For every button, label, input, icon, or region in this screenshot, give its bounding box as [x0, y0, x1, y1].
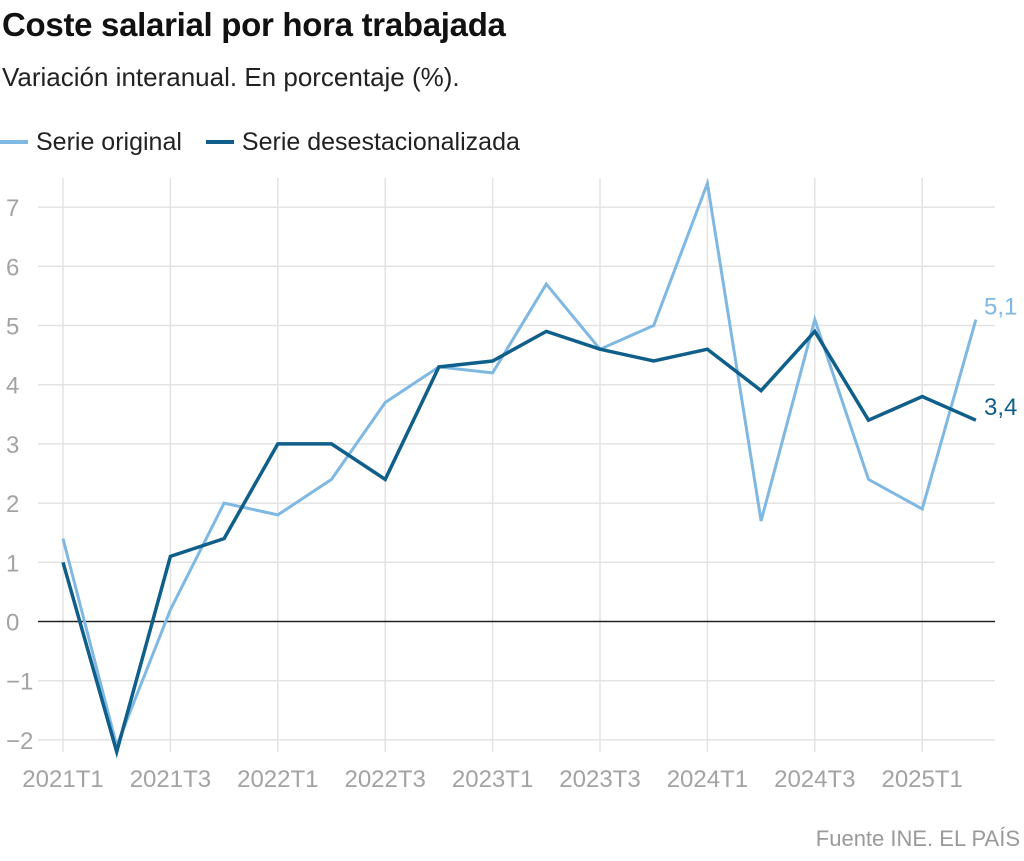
data-point-original	[383, 400, 387, 404]
y-tick-label: 1	[6, 550, 19, 577]
data-point-original	[705, 181, 709, 185]
data-point-original	[759, 519, 763, 523]
data-point-desestacionalizada	[544, 329, 548, 333]
y-tick-label: 7	[6, 195, 19, 222]
legend-label-original: Serie original	[36, 127, 182, 156]
data-point-original	[813, 318, 817, 322]
data-point-original	[652, 324, 656, 328]
legend-item-desestacionalizada: Serie desestacionalizada	[205, 127, 520, 157]
data-point-desestacionalizada	[383, 477, 387, 481]
y-tick-label: 3	[6, 432, 19, 459]
y-tick-label: 2	[6, 491, 19, 518]
data-point-desestacionalizada	[330, 442, 334, 446]
data-point-original	[61, 537, 65, 541]
data-point-desestacionalizada	[115, 750, 119, 754]
y-tick-label: 6	[6, 254, 19, 281]
data-point-desestacionalizada	[168, 554, 172, 558]
data-point-original	[276, 513, 280, 517]
data-point-desestacionalizada	[759, 389, 763, 393]
x-tick-label: 2022T3	[344, 766, 425, 793]
y-tick-label: 4	[6, 373, 19, 400]
end-label-original: 5,1	[984, 294, 1017, 321]
data-point-desestacionalizada	[276, 442, 280, 446]
data-point-original	[920, 507, 924, 511]
legend-label-desestacionalizada: Serie desestacionalizada	[241, 127, 520, 156]
y-tick-label: 5	[6, 314, 19, 341]
data-point-original	[330, 477, 334, 481]
legend-item-original: Serie original	[0, 128, 182, 157]
x-tick-label: 2023T3	[559, 766, 640, 793]
data-point-desestacionalizada	[705, 347, 709, 351]
source-note: Fuente INE. EL PAÍS	[815, 826, 1020, 851]
x-tick-label: 2023T1	[452, 766, 533, 793]
x-tick-label: 2024T3	[774, 766, 855, 793]
data-point-original	[974, 318, 978, 322]
end-label-desestacionalizada: 3,4	[984, 394, 1017, 421]
data-point-original	[222, 501, 226, 505]
data-point-desestacionalizada	[867, 418, 871, 422]
series-line-desestacionalizada	[61, 328, 977, 759]
data-point-desestacionalizada	[813, 329, 817, 333]
chart-subtitle: Variación interanual. En porcentaje (%).	[2, 62, 460, 92]
data-point-desestacionalizada	[652, 359, 656, 363]
x-tick-label: 2024T1	[667, 766, 748, 793]
data-point-desestacionalizada	[920, 395, 924, 399]
x-tick-label: 2025T1	[881, 766, 962, 793]
series-line-original	[61, 177, 978, 751]
x-tick-label: 2022T1	[237, 766, 318, 793]
data-point-desestacionalizada	[974, 418, 978, 422]
data-point-original	[867, 477, 871, 481]
data-point-original	[491, 371, 495, 375]
chart-title: Coste salarial por hora trabajada	[2, 6, 506, 43]
x-tick-label: 2021T1	[22, 766, 103, 793]
data-point-desestacionalizada	[598, 347, 602, 351]
data-point-original	[544, 282, 548, 286]
data-point-original	[168, 608, 172, 612]
y-tick-label: 0	[6, 610, 19, 637]
y-tick-label: −1	[6, 669, 33, 696]
legend: Serie original Serie desestacionalizada	[0, 124, 544, 160]
legend-swatch-desestacionalizada	[205, 140, 234, 144]
x-tick-label: 2021T3	[130, 766, 211, 793]
data-point-desestacionalizada	[222, 537, 226, 541]
y-tick-label: −2	[6, 728, 33, 755]
data-point-desestacionalizada	[491, 359, 495, 363]
data-point-desestacionalizada	[61, 560, 65, 564]
legend-swatch-original	[0, 140, 28, 144]
data-point-desestacionalizada	[437, 365, 441, 369]
